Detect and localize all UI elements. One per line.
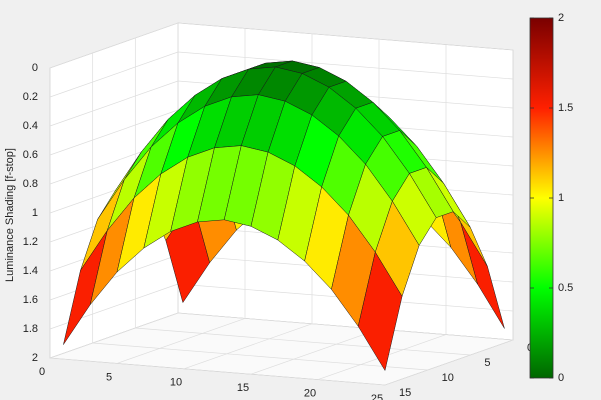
colorbar-tick-label: 0 [558, 372, 564, 384]
z-tick-label: 2 [32, 352, 38, 364]
grid-line [49, 51, 179, 98]
y-tick-label: 10 [442, 372, 454, 384]
z-tick-label: 1 [32, 207, 38, 219]
grid-line [250, 328, 380, 375]
z-tick-label: 0 [32, 62, 38, 74]
grid-line [183, 323, 313, 370]
z-tick-label: 1.6 [23, 294, 38, 306]
z-tick-label: 1.4 [23, 265, 38, 277]
grid-line [49, 109, 179, 156]
x-tick-label: 25 [371, 393, 383, 400]
x-tick-label: 10 [170, 377, 182, 389]
grid-line [177, 312, 514, 341]
colorbar-tick-label: 2 [558, 12, 564, 24]
grid-line [135, 327, 471, 356]
colorbar-tick-label: 1 [558, 192, 564, 204]
z-axis-label: Luminance Shading [f-stop] [4, 148, 16, 282]
x-tick-label: 20 [304, 388, 316, 400]
y-tick-label: 5 [484, 357, 490, 369]
surface-face [357, 251, 403, 371]
z-tick-label: 0.6 [23, 149, 38, 161]
grid-line [49, 254, 179, 301]
x-tick-label: 5 [106, 371, 112, 383]
z-tick-label: 0.4 [23, 120, 38, 132]
colorbar-tick-label: 1.5 [558, 102, 573, 114]
grid-line [92, 342, 428, 371]
z-tick-label: 0.2 [23, 91, 38, 103]
grid-line [116, 318, 246, 364]
grid-line [49, 312, 179, 359]
x-tick-label: 15 [237, 382, 249, 394]
colorbar-tick-label: 0.5 [558, 282, 573, 294]
z-tick-label: 0.8 [23, 178, 38, 190]
z-tick-label: 1.2 [23, 236, 38, 248]
grid-line [384, 339, 514, 386]
x-tick-label: 0 [39, 366, 45, 378]
grid-line [49, 80, 179, 127]
z-tick-label: 1.8 [23, 323, 38, 335]
grid-line [177, 22, 514, 51]
grid-line [49, 22, 179, 69]
grid-line [177, 51, 514, 80]
grid-line [49, 357, 386, 386]
y-tick-label: 15 [399, 387, 411, 399]
